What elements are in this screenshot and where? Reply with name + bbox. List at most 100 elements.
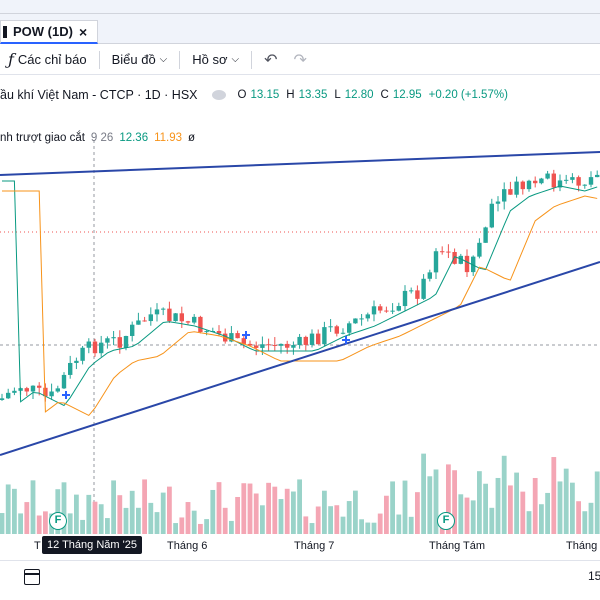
volume-bar	[136, 507, 141, 534]
candle-body	[6, 392, 11, 399]
volume-bar	[371, 522, 377, 534]
volume-bar	[588, 502, 594, 534]
volume-bar	[570, 482, 575, 534]
volume-bar	[253, 493, 259, 534]
candle-body	[390, 310, 395, 312]
resistance-trendline	[0, 151, 600, 176]
candle-body	[440, 251, 445, 253]
volume-bar	[247, 483, 253, 534]
dividend-badge[interactable]: F	[49, 512, 67, 530]
volume-bar	[334, 505, 340, 534]
redo-button[interactable]: ↷	[286, 45, 315, 75]
volume-bar	[148, 502, 154, 534]
candle-body	[148, 314, 153, 322]
candle-body	[564, 179, 569, 181]
candle-body	[520, 181, 525, 190]
volume-bar	[204, 519, 209, 534]
time-label: T	[34, 540, 41, 552]
volume-bar	[105, 518, 110, 534]
candle-body	[551, 173, 556, 188]
tab-label: POW (1D)	[13, 24, 73, 39]
volume-bar	[545, 492, 550, 534]
candle-body	[464, 255, 470, 273]
volume-bar	[210, 489, 216, 534]
volume-bar	[185, 502, 191, 534]
volume-bar	[86, 494, 92, 534]
volume-bar	[5, 484, 11, 534]
volume-bar	[129, 490, 135, 534]
candle-body	[582, 184, 587, 186]
profile-label: Hồ sơ	[192, 52, 228, 67]
volume-bar	[396, 514, 402, 534]
indicators-button[interactable]: ƒ Các chỉ báo	[0, 45, 95, 75]
indicator-params: 9 26	[90, 132, 114, 144]
ohlc-close-value: 12.95	[392, 89, 422, 101]
candle-body	[192, 316, 197, 323]
candle-body	[80, 347, 85, 361]
volume-bar	[266, 482, 271, 534]
ohlc-open-key: O	[237, 89, 247, 101]
candle-body	[43, 387, 48, 397]
toolbar-divider	[251, 50, 253, 69]
candle-body	[570, 177, 575, 180]
indicator-fast-value: 12.36	[119, 132, 149, 144]
volume-bar	[18, 513, 23, 534]
volume-bar	[458, 494, 464, 534]
candle-body	[247, 343, 253, 346]
volume-bar	[30, 480, 36, 534]
volume-bar	[284, 488, 290, 534]
volume-bar	[452, 470, 457, 534]
volume-bar	[229, 520, 234, 534]
volume-bar	[551, 457, 557, 534]
volume-bar	[365, 522, 371, 534]
volume-bar	[291, 491, 296, 534]
calendar-icon[interactable]	[24, 569, 40, 585]
candle-body	[105, 338, 110, 343]
volume-bar	[477, 471, 482, 534]
candle-body	[24, 388, 29, 392]
candle-body	[49, 391, 54, 397]
candle-body	[179, 313, 184, 322]
volume-bar	[433, 469, 439, 534]
volume-bar	[160, 492, 166, 534]
tab-mark-icon	[3, 25, 7, 38]
candle-body	[309, 333, 315, 345]
volume-bar	[12, 488, 17, 534]
chevron-down-icon: ⌵	[159, 54, 168, 65]
volume-bar	[0, 513, 5, 534]
dividend-badge[interactable]: F	[437, 512, 455, 530]
chevron-down-icon: ⌵	[231, 54, 240, 65]
volume-bar	[340, 516, 346, 534]
candle-body	[37, 385, 42, 388]
volume-bar	[173, 523, 178, 534]
candle-body	[173, 313, 178, 322]
candle-body	[533, 180, 538, 184]
chart-type-label: Biểu đồ	[111, 52, 156, 67]
visibility-icon[interactable]	[211, 90, 226, 100]
undo-button[interactable]: ↶	[256, 45, 285, 75]
toolbar-divider	[179, 50, 181, 69]
profile-button[interactable]: Hồ sơ ⌵	[184, 45, 247, 75]
chart-type-button[interactable]: Biểu đồ ⌵	[104, 45, 176, 75]
volume-bar	[328, 506, 333, 534]
ohlc-low-key: L	[334, 89, 341, 101]
volume-bar	[309, 523, 315, 534]
ohlc-low-value: 12.80	[344, 89, 374, 101]
volume-bar	[576, 501, 581, 534]
volume-bar	[402, 480, 408, 534]
candle-body	[502, 189, 507, 202]
ohlc-values: O 13.15 H 13.35 L 12.80 C 12.95 +0.20 (+1.57…	[238, 89, 511, 101]
time-label: Tháng	[566, 540, 598, 552]
candle-body	[526, 180, 532, 190]
volume-bar	[582, 511, 588, 534]
volume-bar	[235, 496, 240, 534]
candle-body	[340, 332, 346, 334]
candle-body	[595, 174, 600, 178]
candle-body	[285, 343, 290, 348]
close-icon[interactable]: ×	[78, 23, 88, 40]
candle-body	[216, 331, 222, 334]
tab-pow[interactable]: POW (1D) ×	[0, 20, 99, 44]
volume-bar	[346, 501, 352, 534]
toolbar-divider	[98, 50, 100, 69]
